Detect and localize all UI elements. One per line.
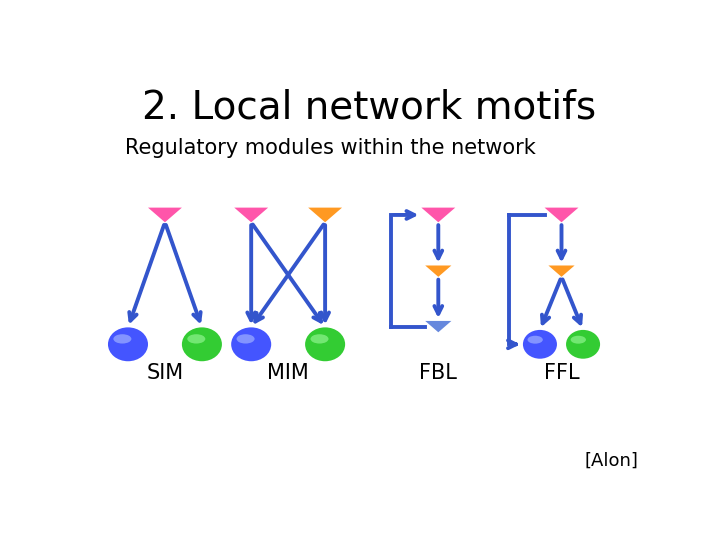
Text: SIM: SIM (146, 363, 184, 383)
Text: [Alon]: [Alon] (585, 452, 639, 470)
Text: FBL: FBL (419, 363, 457, 383)
Polygon shape (544, 207, 578, 222)
Text: FFL: FFL (544, 363, 580, 383)
Ellipse shape (523, 330, 557, 359)
Text: MIM: MIM (267, 363, 309, 383)
Polygon shape (308, 207, 342, 222)
Ellipse shape (187, 334, 205, 343)
Ellipse shape (108, 327, 148, 361)
Polygon shape (549, 266, 575, 277)
Ellipse shape (113, 334, 131, 343)
Polygon shape (234, 207, 268, 222)
Polygon shape (421, 207, 455, 222)
Polygon shape (426, 321, 451, 332)
Ellipse shape (571, 336, 586, 343)
Text: Regulatory modules within the network: Regulatory modules within the network (125, 138, 536, 158)
Text: 2. Local network motifs: 2. Local network motifs (142, 88, 596, 126)
Ellipse shape (231, 327, 271, 361)
Ellipse shape (305, 327, 345, 361)
Ellipse shape (528, 336, 543, 343)
Ellipse shape (182, 327, 222, 361)
Polygon shape (148, 207, 182, 222)
Ellipse shape (310, 334, 328, 343)
Ellipse shape (237, 334, 255, 343)
Polygon shape (426, 266, 451, 277)
Ellipse shape (566, 330, 600, 359)
